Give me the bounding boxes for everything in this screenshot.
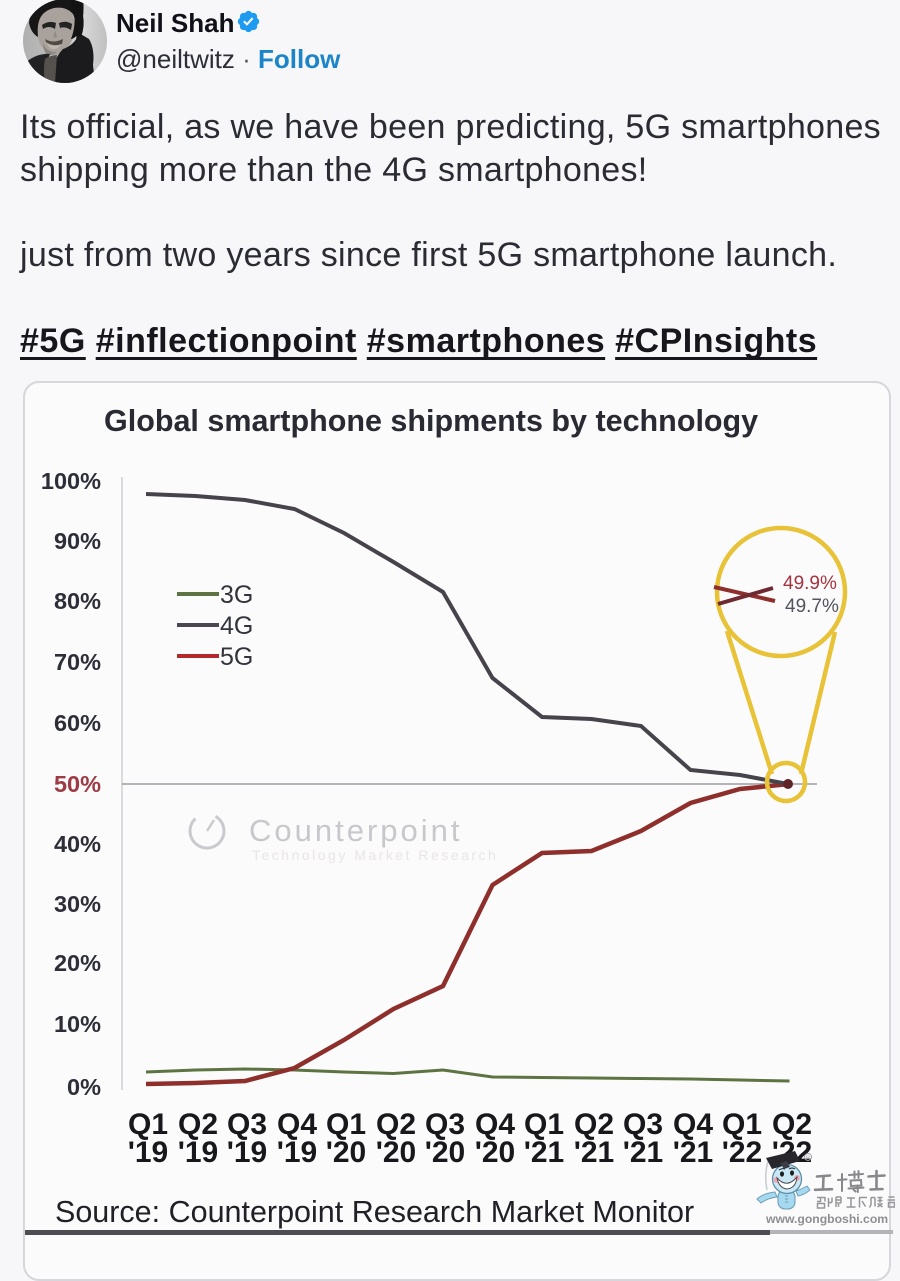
svg-text:'21: '21 [574, 1136, 615, 1169]
svg-text:'19: '19 [178, 1136, 219, 1169]
svg-text:80%: 80% [54, 588, 101, 614]
svg-text:49.7%: 49.7% [785, 596, 839, 617]
svg-text:70%: 70% [54, 649, 101, 675]
svg-text:'20: '20 [475, 1136, 516, 1169]
svg-text:Q4: Q4 [277, 1108, 317, 1141]
svg-text:20%: 20% [54, 950, 101, 976]
svg-text:4G: 4G [220, 612, 253, 640]
svg-text:Q1: Q1 [326, 1108, 366, 1141]
svg-text:Counterpoint: Counterpoint [249, 813, 463, 848]
svg-text:Q1: Q1 [722, 1108, 762, 1141]
svg-text:50%: 50% [54, 771, 101, 797]
svg-text:0%: 0% [67, 1074, 101, 1100]
svg-text:Q2: Q2 [772, 1108, 812, 1141]
svg-text:'22: '22 [722, 1136, 763, 1169]
svg-text:'21: '21 [524, 1136, 565, 1169]
svg-text:Q1: Q1 [128, 1108, 168, 1141]
svg-text:'20: '20 [425, 1136, 466, 1169]
svg-text:60%: 60% [54, 710, 101, 736]
svg-text:'21: '21 [673, 1136, 714, 1169]
svg-text:40%: 40% [54, 831, 101, 857]
svg-text:90%: 90% [54, 528, 101, 554]
svg-text:'19: '19 [227, 1136, 268, 1169]
svg-text:www.gongboshi.com: www.gongboshi.com [765, 1212, 888, 1226]
svg-text:R: R [806, 1156, 810, 1162]
svg-text:'21: '21 [623, 1136, 664, 1169]
svg-text:Q2: Q2 [574, 1108, 614, 1141]
svg-text:3G: 3G [220, 581, 253, 609]
svg-text:'20: '20 [326, 1136, 367, 1169]
svg-text:Q3: Q3 [425, 1108, 465, 1141]
svg-text:30%: 30% [54, 891, 101, 917]
svg-text:Q2: Q2 [376, 1108, 416, 1141]
svg-text:'20: '20 [376, 1136, 417, 1169]
svg-text:49.9%: 49.9% [783, 573, 837, 594]
svg-text:'19: '19 [128, 1136, 169, 1169]
svg-text:Technology Market Research: Technology Market Research [252, 847, 498, 863]
svg-text:10%: 10% [54, 1011, 101, 1037]
svg-text:Q4: Q4 [673, 1108, 713, 1141]
svg-text:Q3: Q3 [227, 1108, 267, 1141]
svg-text:Q2: Q2 [178, 1108, 218, 1141]
svg-text:Q1: Q1 [524, 1108, 564, 1141]
svg-text:5G: 5G [220, 643, 253, 671]
svg-text:'19: '19 [277, 1136, 318, 1169]
svg-text:Q3: Q3 [623, 1108, 663, 1141]
svg-text:Q4: Q4 [475, 1108, 515, 1141]
svg-text:100%: 100% [41, 468, 101, 494]
